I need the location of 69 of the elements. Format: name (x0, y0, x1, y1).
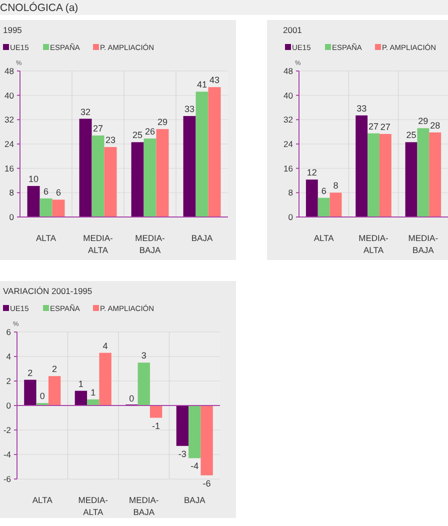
y-tick-label: 40 (284, 90, 294, 100)
data-label: 28 (430, 120, 440, 130)
data-label: -6 (202, 478, 211, 488)
data-label: 32 (80, 106, 91, 117)
data-label: 29 (157, 117, 168, 128)
y-tick-label: 0 (6, 400, 12, 410)
y-tick-label: 2 (6, 376, 12, 386)
data-label: 12 (306, 168, 317, 178)
y-tick-label: 24 (284, 139, 294, 149)
data-label: 1 (90, 387, 96, 398)
x-tick-label: MEDIA-ALTA (78, 495, 108, 517)
data-label: 2 (28, 368, 33, 378)
data-label: 10 (28, 174, 39, 184)
data-label: 27 (380, 122, 390, 132)
x-tick-label: ALTA (32, 495, 53, 505)
y-tick-label: 40 (4, 90, 14, 100)
x-tick-label: MEDIA-BAJA (135, 233, 166, 255)
data-label: 27 (92, 123, 104, 134)
data-label: 2 (52, 364, 58, 374)
data-label: -3 (178, 448, 186, 459)
x-tick-label: MEDIA-BAJA (408, 233, 438, 255)
y-tick-label: 48 (284, 66, 294, 76)
data-label: 8 (333, 180, 338, 191)
y-tick-label: 32 (284, 114, 294, 125)
data-label: 3 (141, 350, 146, 361)
y-tick-label: 0 (9, 212, 14, 222)
x-tick-label: BAJA (184, 495, 206, 505)
data-label: 41 (196, 80, 208, 90)
data-label: 23 (105, 135, 116, 146)
data-label: 6 (321, 186, 326, 196)
y-tick-label: -6 (3, 474, 12, 484)
x-tick-label: MEDIA-ALTA (83, 233, 114, 255)
data-label: -4 (190, 461, 199, 472)
x-tick-label: ALTA (314, 233, 334, 243)
data-label: 4 (102, 340, 108, 351)
y-tick-label: 8 (288, 188, 294, 198)
y-tick-label: 32 (4, 114, 14, 125)
data-label: 25 (132, 130, 143, 140)
y-tick-label: 16 (4, 163, 14, 174)
chart-title: VARIACIÓN 2001-1995 (3, 286, 92, 296)
y-tick-label: 48 (4, 66, 14, 76)
y-tick-label: 4 (6, 352, 12, 362)
data-label: 6 (43, 186, 49, 196)
y-tick-label: -2 (3, 425, 12, 435)
data-label: 33 (184, 104, 195, 114)
data-label: 26 (144, 126, 156, 137)
data-label: 0 (40, 391, 45, 402)
data-label: 27 (368, 121, 379, 132)
x-tick-label: BAJA (191, 233, 213, 243)
data-label: 1 (78, 378, 84, 389)
y-tick-label: 24 (4, 139, 14, 149)
y-tick-label: -4 (3, 450, 12, 460)
x-tick-label: MEDIA-ALTA (358, 233, 389, 255)
chart-title: 1995 (3, 25, 22, 35)
data-label: -1 (152, 420, 160, 431)
data-label: 6 (56, 188, 61, 198)
text: CNOLÓGICA (a) (0, 1, 78, 14)
y-tick-label: 6 (6, 327, 12, 337)
data-label: 29 (418, 116, 428, 126)
chart-title: 2001 (283, 25, 302, 35)
data-label: 43 (209, 75, 220, 86)
y-tick-label: 16 (284, 163, 294, 174)
data-label: 33 (356, 103, 367, 114)
data-label: 25 (406, 130, 416, 140)
y-tick-label: 0 (288, 212, 294, 222)
x-tick-label: MEDIA-BAJA (129, 495, 159, 517)
data-label: 0 (129, 394, 134, 404)
x-tick-label: ALTA (36, 233, 56, 243)
y-tick-label: 8 (9, 188, 14, 198)
